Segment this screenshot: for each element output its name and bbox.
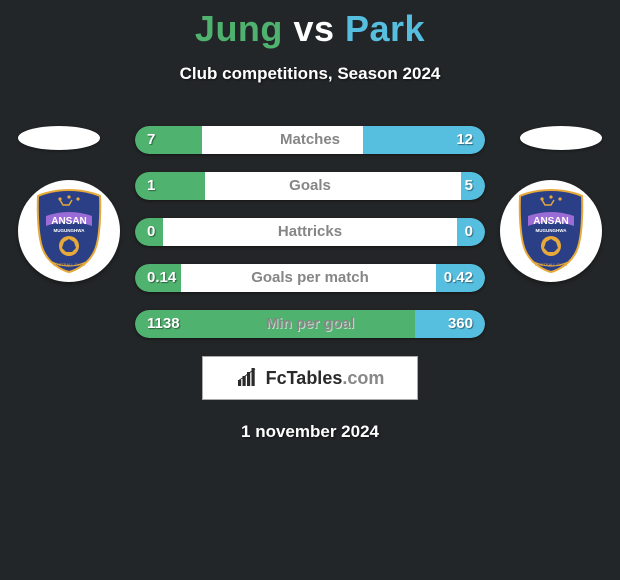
- player2-club-badge: ANSAN MUGUNGHWA FOOTBALL CLUB: [500, 180, 602, 282]
- crest-sub: MUGUNGHWA: [54, 228, 86, 233]
- brand-text-tld: .com: [342, 368, 384, 388]
- stat-value-right: 0.42: [444, 264, 473, 292]
- stat-label: Goals per match: [135, 264, 485, 292]
- title-vs: vs: [293, 8, 334, 49]
- stat-value-right: 5: [465, 172, 473, 200]
- player2-name-plate: [520, 126, 602, 150]
- page-title: Jung vs Park: [0, 0, 620, 50]
- stat-value-left: 1138: [147, 310, 180, 338]
- title-player2: Park: [345, 8, 425, 49]
- subtitle: Club competitions, Season 2024: [0, 64, 620, 84]
- crest-sub: MUGUNGHWA: [536, 228, 568, 233]
- stat-row: Goals1 5: [135, 172, 485, 200]
- stat-row: Matches7 12: [135, 126, 485, 154]
- brand-name: FcTables.com: [266, 368, 385, 389]
- player1-name-plate: [18, 126, 100, 150]
- stat-label: Goals: [135, 172, 485, 200]
- stat-value-right: 360: [448, 310, 473, 338]
- brand-text-main: FcTables: [266, 368, 343, 388]
- stat-value-left: 7: [147, 126, 155, 154]
- stat-row: Goals per match0.14 0.42: [135, 264, 485, 292]
- bar-chart-icon: [236, 368, 260, 388]
- stat-label: Min per goal: [135, 310, 485, 338]
- crest-name: ANSAN: [533, 216, 569, 227]
- generated-date: 1 november 2024: [0, 422, 620, 442]
- stat-value-right: 12: [456, 126, 473, 154]
- crest-name: ANSAN: [51, 216, 87, 227]
- brand-footer: FcTables.com: [202, 356, 418, 400]
- stat-label: Hattricks: [135, 218, 485, 246]
- player1-club-badge: ANSAN MUGUNGHWA FOOTBALL CLUB: [18, 180, 120, 282]
- stat-row: Min per goal1138 360: [135, 310, 485, 338]
- club-crest-icon: ANSAN MUGUNGHWA FOOTBALL CLUB: [30, 188, 108, 274]
- stat-row: Hattricks0 0: [135, 218, 485, 246]
- stat-value-right: 0: [465, 218, 473, 246]
- stat-label: Matches: [135, 126, 485, 154]
- stat-value-left: 0: [147, 218, 155, 246]
- crest-footer: FOOTBALL CLUB: [53, 262, 86, 267]
- stat-value-left: 0.14: [147, 264, 176, 292]
- comparison-stats: Matches7 12 Goals1 5 Hattricks0 0 Goals per ma…: [135, 126, 485, 338]
- crest-footer: FOOTBALL CLUB: [535, 262, 568, 267]
- stat-value-left: 1: [147, 172, 155, 200]
- title-player1: Jung: [195, 8, 283, 49]
- club-crest-icon: ANSAN MUGUNGHWA FOOTBALL CLUB: [512, 188, 590, 274]
